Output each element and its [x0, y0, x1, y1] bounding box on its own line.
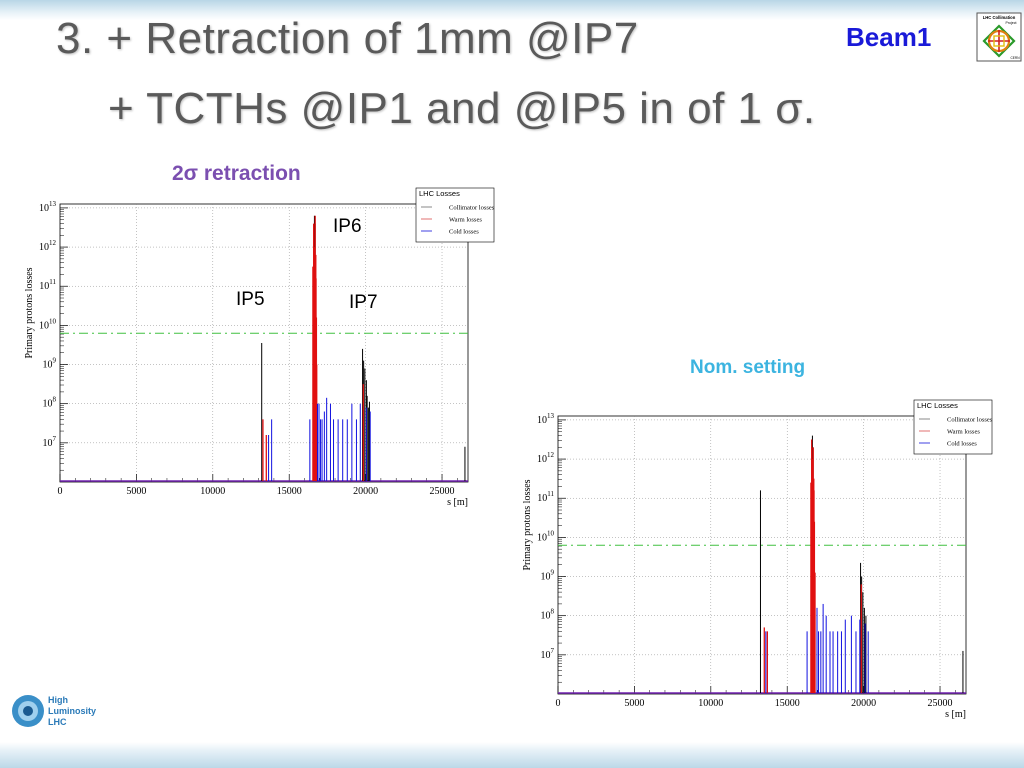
svg-text:CERN: CERN: [1010, 56, 1020, 60]
loss-map-nominal: 107 108 109 1010 1011 1012 1013 0 5000 10000 15000…: [522, 399, 993, 720]
x-tick-label: 25000: [430, 486, 455, 497]
legend: LHC Losses Collimator losses Warm losses Co…: [913, 399, 993, 455]
y-axis-title: Primary protons losses: [24, 267, 35, 358]
x-tick-label: 10000: [698, 698, 723, 709]
y-tick-label: 109: [541, 569, 555, 583]
y-tick-label: 107: [43, 435, 57, 449]
warm-loss-cluster: [811, 490, 815, 693]
y-tick-label: 108: [541, 608, 555, 622]
x-tick-label: 10000: [200, 486, 225, 497]
x-tick-label: 0: [58, 486, 63, 497]
x-tick-label: 5000: [126, 486, 146, 497]
x-tick-label: 20000: [353, 486, 378, 497]
svg-text:LHC Collimation: LHC Collimation: [983, 15, 1016, 20]
legend-box: [415, 187, 495, 243]
beam-tag: Beam1: [846, 22, 932, 52]
x-tick-label: 15000: [775, 698, 800, 709]
legend-title: LHC Losses: [917, 401, 958, 410]
y-tick-label: 1013: [39, 200, 57, 214]
loss-map-retraction: 107 108 109 1010 1011 1012 1013 0 5000 10000 15000…: [24, 187, 495, 508]
y-tick-label: 1010: [39, 317, 57, 331]
x-tick-label: 15000: [277, 486, 302, 497]
ip6-label: IP6: [333, 216, 362, 237]
top-decoration-band: [0, 0, 1024, 20]
slide-title-line1: 3. + Retraction of 1mm @IP7: [56, 14, 639, 63]
legend-entry: Collimator losses: [947, 417, 993, 424]
y-tick-label: 107: [541, 647, 555, 661]
y-axis-title: Primary protons losses: [522, 479, 533, 570]
y-tick-label: 1011: [537, 490, 554, 504]
plot-frame: [59, 203, 469, 483]
x-axis-title: s [m]: [945, 709, 966, 720]
lhc-collimation-logo: LHC Collimation Project CERN: [976, 12, 1022, 62]
nominal-setting-caption: Nom. setting: [690, 357, 806, 378]
x-tick-label: 20000: [851, 698, 876, 709]
legend: LHC Losses Collimator losses Warm losses Co…: [415, 187, 495, 243]
y-tick-label: 108: [43, 396, 57, 410]
legend-box: [913, 399, 993, 455]
legend-entry: Cold losses: [947, 441, 977, 448]
y-tick-label: 109: [43, 357, 57, 371]
hl-logo-word-2: Luminosity: [48, 706, 96, 716]
retraction-caption: 2σ retraction: [172, 162, 301, 185]
svg-text:Project: Project: [1006, 21, 1017, 25]
x-tick-label: 0: [556, 698, 561, 709]
warm-loss-cluster: [313, 278, 317, 481]
slide-title-line2: + TCTHs @IP1 and @IP5 in of 1 σ.: [108, 84, 816, 133]
ip5-label: IP5: [236, 289, 265, 310]
x-axis-title: s [m]: [447, 497, 468, 508]
legend-title: LHC Losses: [419, 189, 460, 198]
hl-logo-word-1: High: [48, 695, 68, 705]
x-tick-label: 25000: [928, 698, 953, 709]
y-tick-label: 1012: [39, 239, 57, 253]
bottom-decoration-band: [0, 742, 1024, 768]
hl-logo-word-3: LHC: [48, 717, 67, 727]
legend-entry: Warm losses: [947, 429, 980, 436]
legend-entry: Cold losses: [449, 229, 479, 236]
hl-lhc-logo: High Luminosity LHC: [12, 695, 96, 727]
legend-entry: Warm losses: [449, 217, 482, 224]
ip7-label: IP7: [349, 292, 378, 313]
plot-frame: [557, 415, 967, 695]
x-tick-label: 5000: [624, 698, 644, 709]
y-tick-label: 1012: [537, 451, 555, 465]
legend-entry: Collimator losses: [449, 205, 495, 212]
y-tick-label: 1010: [537, 529, 555, 543]
y-tick-label: 1013: [537, 412, 555, 426]
y-tick-label: 1011: [39, 278, 56, 292]
